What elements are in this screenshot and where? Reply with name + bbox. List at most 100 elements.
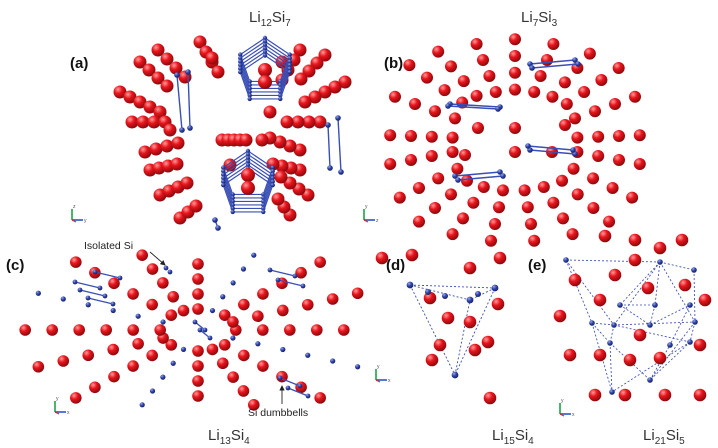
si-bond [239, 41, 266, 59]
li-atom [216, 357, 229, 370]
si-atom [280, 346, 286, 353]
li-atom [328, 80, 342, 94]
si-atom [425, 289, 431, 295]
panel-c-li13si4 [19, 249, 364, 411]
si-atom [451, 371, 459, 379]
li-atom [192, 288, 204, 300]
li-atom [438, 84, 451, 97]
si-atom [163, 265, 169, 271]
li-atom [612, 62, 625, 74]
li-atom [301, 298, 314, 311]
si-atom [278, 96, 283, 102]
si-bond [222, 154, 249, 172]
li-atom [633, 158, 646, 170]
si-bond [619, 261, 661, 306]
li-atom [389, 90, 401, 103]
li-atom [310, 56, 324, 70]
li-atom [298, 95, 312, 109]
si-atom [455, 177, 461, 183]
li-atom [629, 90, 641, 103]
si-atom [327, 165, 333, 171]
li-atom [257, 288, 269, 300]
li-atom [528, 234, 541, 247]
si-atom [92, 269, 98, 275]
li-atom [546, 90, 559, 103]
si-atom [270, 172, 275, 177]
axis-label: y [561, 398, 564, 404]
li-atom [493, 201, 505, 214]
panel-label-d: (d) [386, 257, 405, 274]
li-atom [146, 263, 159, 275]
si-atom [687, 339, 693, 345]
li-atom [432, 172, 445, 185]
axis-label: y [365, 204, 368, 210]
li-atom [509, 146, 521, 158]
li-atom [429, 105, 441, 118]
si-bond [247, 154, 274, 172]
li-atom [133, 55, 147, 69]
li-atom [571, 131, 584, 144]
li-atom [603, 215, 616, 228]
li-atom [165, 339, 178, 351]
li-atom [467, 196, 480, 209]
li-atom [147, 115, 161, 129]
li-atom [238, 298, 250, 311]
si-bond [565, 259, 593, 324]
si-bond [529, 149, 576, 155]
li-atom [449, 112, 461, 125]
li-atom [445, 188, 457, 201]
li-atom [468, 343, 482, 357]
si-atom [617, 302, 623, 308]
li-atom [157, 277, 169, 289]
si-bond [264, 44, 291, 63]
li-atom [446, 228, 459, 241]
li-atom [481, 335, 495, 349]
si-atom [442, 293, 448, 299]
si-bond [269, 269, 296, 277]
li-atom [525, 218, 537, 230]
li-atom [255, 133, 269, 147]
li-atom [302, 64, 316, 78]
li-atom [252, 310, 264, 323]
li-atom [693, 338, 707, 352]
si-bond [187, 71, 191, 129]
si-bond [79, 289, 106, 297]
si-atom [287, 62, 292, 68]
li-atom [423, 291, 437, 305]
li-atom [413, 182, 425, 194]
si-atom [179, 127, 185, 133]
li-atom [477, 54, 489, 66]
axis-triad: yx [375, 364, 391, 384]
li-atom [405, 154, 417, 166]
si-atom [270, 179, 275, 184]
si-atom [277, 375, 283, 381]
si-atom [572, 57, 578, 63]
li-atom [318, 48, 332, 62]
si-bond [262, 184, 274, 213]
li-atom [537, 181, 550, 194]
li-atom [477, 181, 490, 194]
si-atom [267, 267, 273, 273]
si-bond [454, 299, 471, 376]
li-atom [127, 324, 139, 336]
si-bond [529, 59, 576, 65]
si-bond [337, 117, 342, 173]
li-atom [583, 47, 596, 60]
si-atom [611, 322, 617, 328]
si-atom [170, 360, 176, 366]
li-atom [433, 338, 447, 352]
si-atom [287, 52, 292, 57]
li-atom [457, 212, 469, 225]
si-bond [669, 304, 691, 346]
li-atom [567, 162, 580, 175]
li-atom [177, 304, 190, 317]
li-atom [566, 228, 579, 241]
si-bond [264, 41, 291, 59]
li-atom [138, 145, 152, 159]
panel-label-a: (a) [70, 55, 88, 72]
li-atom [463, 315, 477, 329]
si-atom [657, 259, 663, 265]
si-bond [264, 37, 291, 56]
si-atom [207, 335, 213, 341]
li-atom [180, 176, 194, 190]
